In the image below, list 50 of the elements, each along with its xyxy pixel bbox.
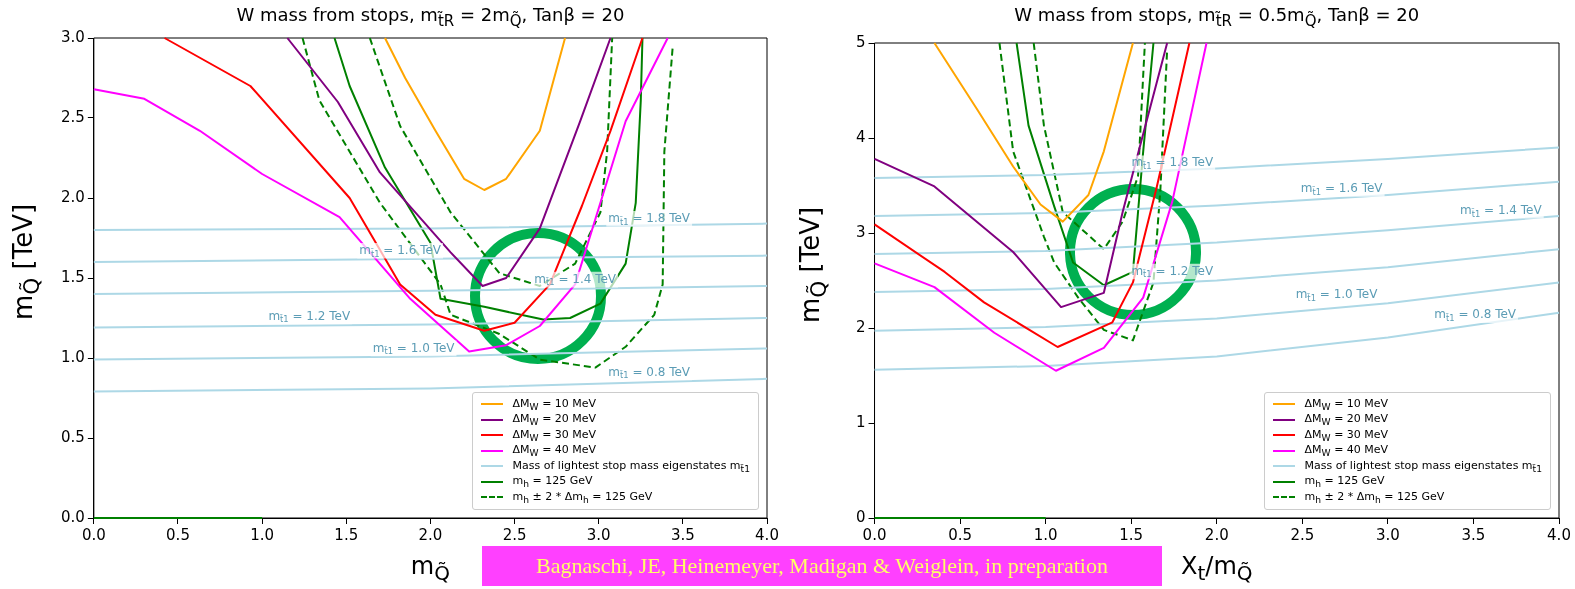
legend-label: ΔM$_{W}$ = 20 MeV [1304,412,1389,428]
y-tick-label: 3 [856,222,866,241]
y-tick-label: 5 [856,32,866,51]
y-tick-label: 1.0 [61,347,85,366]
y-tick-label: 3.0 [61,27,85,46]
y-tick-label: 0.5 [61,427,85,446]
x-tick-label: 1.5 [1119,525,1144,544]
legend-label: m$_{h}$ = 125 GeV [1304,474,1385,490]
legend-label: ΔM$_{W}$ = 10 MeV [512,396,597,412]
y-tick-label: 2.5 [61,107,85,126]
chart-title: W mass from stops, m$_{t̃R}$ = 2m$_{Q̃}$, Tanβ = 20 [235,4,626,30]
legend-label: Mass of lightest stop mass eigenstates m$_{t̃1}$ [1304,458,1542,474]
legend-label: ΔM$_{W}$ = 40 MeV [512,443,597,459]
legend-label: ΔM$_{W}$ = 10 MeV [1304,396,1389,412]
text: Bagnaschi, JE, Heinemeyer, Madigan & Weiglein, in preparation [482,546,1162,586]
x-axis-title: m$_{Q̃}$ [410,552,450,585]
legend-label: Mass of lightest stop mass eigenstates m$_{t̃1}$ [512,458,750,474]
chart-title: W mass from stops, m$_{t̃R}$ = 0.5m$_{Q̃}$, Tanβ = 20 [1013,4,1421,30]
y-tick-label: 2 [856,317,866,336]
line-series [998,42,1169,342]
x-tick-label: 3.0 [1375,525,1400,544]
x-tick-label: 4.0 [755,525,779,544]
y-tick-label: 1.5 [61,267,85,286]
x-tick-label: 1.5 [334,525,359,544]
legend-label: ΔM$_{W}$ = 30 MeV [1304,427,1389,443]
x-tick-label: 3.5 [670,525,695,544]
x-tick-label: 1.0 [250,525,275,544]
legend-label: m$_{h}$ = 125 GeV [512,474,593,490]
x-tick-label: 2.5 [502,525,527,544]
x-tick-label: 2.0 [1204,525,1229,544]
y-tick-label: 1 [856,412,866,431]
x-tick-label: 3.5 [1461,525,1486,544]
legend-label: m$_{h}$ ± 2 * Δm$_{h}$ = 125 GeV [512,489,653,505]
legend-label: ΔM$_{W}$ = 40 MeV [1304,443,1389,459]
x-tick-label: 2.5 [1290,525,1315,544]
legend-label: ΔM$_{W}$ = 30 MeV [512,427,597,443]
legend-label: m$_{h}$ ± 2 * Δm$_{h}$ = 125 GeV [1304,489,1445,505]
x-tick-label: 0.0 [81,525,106,544]
y-tick-label: 2.0 [61,187,85,206]
x-tick-label: 0.5 [166,525,190,544]
x-tick-label: 4.0 [1547,525,1571,544]
y-tick-label: 4 [856,127,866,146]
x-tick-label: 1.0 [1033,525,1058,544]
x-axis-title: X$_{t}$/m$_{Q̃}$ [1181,552,1253,585]
x-tick-label: 0.5 [948,525,973,544]
y-tick-label: 0 [856,507,866,526]
x-tick-label: 2.0 [418,525,443,544]
y-tick-label: 0.0 [61,507,85,526]
legend-label: ΔM$_{W}$ = 20 MeV [512,412,597,428]
x-tick-label: 3.0 [586,525,611,544]
